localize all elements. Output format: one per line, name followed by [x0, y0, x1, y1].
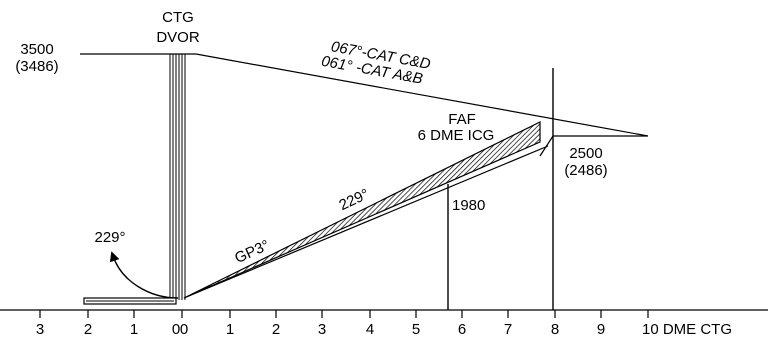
dme-tick-label: 0 — [180, 321, 188, 338]
dme-tick-label: 8 — [551, 321, 559, 338]
faf-altitude-value: 2500 — [569, 145, 602, 162]
facility-type: DVOR — [156, 29, 200, 46]
dme-tick-label: 2 — [272, 321, 280, 338]
dme-tick-label: 10 DME CTG — [642, 321, 732, 338]
dme-tick-label: 1 — [130, 321, 138, 338]
facility-name: CTG — [162, 9, 194, 26]
dme-tick-label: 0 — [172, 321, 180, 338]
dme-axis-ticks — [39, 310, 649, 318]
faf-label: FAF — [448, 111, 476, 128]
dme-tick-label: 2 — [84, 321, 92, 338]
dme-tick-label: 1 — [226, 321, 234, 338]
dme-tick-label: 4 — [366, 321, 374, 338]
dme-tick-label: 3 — [318, 321, 326, 338]
ground-bar — [83, 297, 177, 305]
dme-tick-label: 3 — [36, 321, 44, 338]
faf-altitude-height: (2486) — [564, 162, 607, 179]
dme-axis-labels: 43210012345678910 DME CTG — [36, 321, 732, 338]
initial-altitude-height: (3486) — [15, 58, 58, 75]
turn-track-label: 229° — [94, 229, 125, 246]
procedure-turn-arc — [109, 251, 179, 299]
dme-tick-label: 9 — [597, 321, 605, 338]
final-track-line — [183, 145, 549, 299]
faf-fix: 6 DME ICG — [418, 127, 495, 144]
dme-tick-label: 6 — [458, 321, 466, 338]
dme-tick-label: 5 — [412, 321, 420, 338]
outbound-descent-line — [195, 53, 649, 137]
dvor-marker — [169, 54, 186, 300]
faf-altitude-segment — [539, 135, 648, 157]
dme-tick-label: 7 — [504, 321, 512, 338]
step-altitude-label: 1980 — [452, 197, 485, 214]
initial-altitude-value: 3500 — [20, 41, 53, 58]
glidepath-wedge — [183, 121, 541, 299]
